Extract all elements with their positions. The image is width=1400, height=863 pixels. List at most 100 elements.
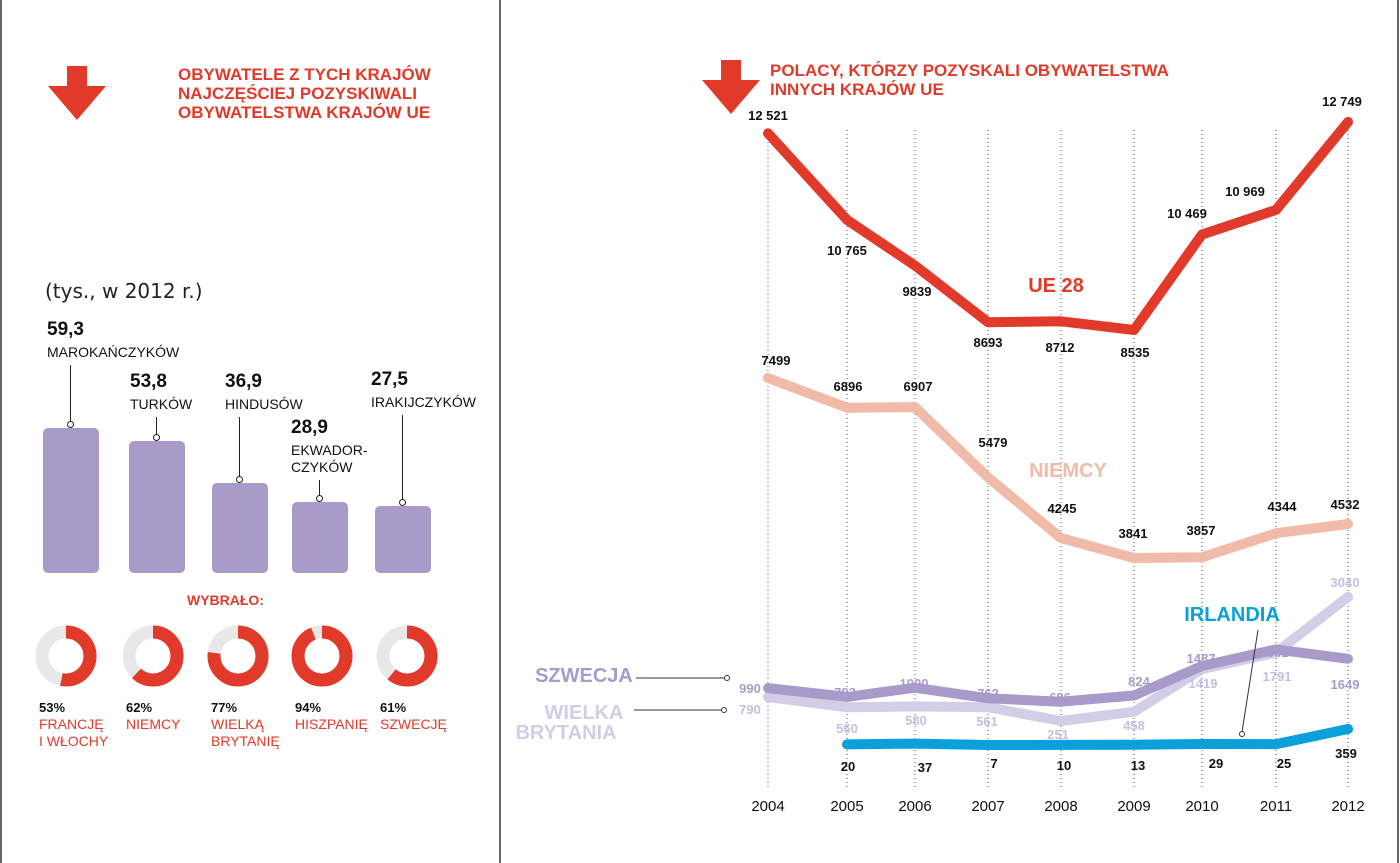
data-label: 790 xyxy=(739,702,761,717)
x-tick-label: 2012 xyxy=(1331,798,1364,815)
left-title-line: OBYWATELSTWA KRAJÓW UE xyxy=(178,103,431,122)
series-name-label: NIEMCY xyxy=(1029,460,1107,482)
donut-segment xyxy=(122,625,184,687)
donut-segment xyxy=(291,625,353,687)
series-name-label: UE 28 xyxy=(1028,275,1084,297)
leader-dot xyxy=(153,434,160,442)
down-arrow-icon xyxy=(48,66,106,120)
series-line xyxy=(763,644,1353,707)
data-label: 251 xyxy=(1047,727,1069,742)
donut-destination-label: HISZPANIĘ xyxy=(295,716,368,733)
x-tick-label: 2005 xyxy=(830,798,863,815)
data-label: 10 469 xyxy=(1167,206,1207,221)
destination-line: WIELKĄ xyxy=(211,716,264,732)
series-name-label: BRYTANIA xyxy=(515,722,616,744)
x-tick-label: 2010 xyxy=(1185,798,1218,815)
data-label: 20 xyxy=(841,759,855,774)
data-label: 824 xyxy=(1128,674,1150,689)
series-line xyxy=(842,724,1353,750)
data-label: 1791 xyxy=(1263,669,1292,684)
bar-category-line: HINDUSÓW xyxy=(225,396,303,412)
leader-line xyxy=(319,480,320,499)
bar-category-label: TURKÓW xyxy=(130,396,192,413)
leader-line xyxy=(70,365,71,424)
donut-segment xyxy=(376,625,438,687)
series-end-dot xyxy=(1343,117,1353,127)
bar-value-label: 53,8 xyxy=(130,371,167,392)
destination-line: HISZPANIĘ xyxy=(295,716,368,732)
left-title-line: NAJCZĘŚCIEJ POZYSKIWALI xyxy=(178,84,417,103)
bar-value-label: 28,9 xyxy=(291,417,328,438)
donut-segment xyxy=(35,625,97,687)
data-label: 13 xyxy=(1131,758,1145,773)
data-label: 1419 xyxy=(1189,676,1218,691)
x-tick-label: 2007 xyxy=(971,798,1004,815)
data-label: 762 xyxy=(977,686,999,701)
data-label: 1000 xyxy=(900,676,929,691)
data-label: 7 xyxy=(990,756,997,771)
data-label: 8712 xyxy=(1046,340,1075,355)
right-title-line: POLACY, KTÓRZY POZYSKALI OBYWATELSTWA xyxy=(770,61,1169,80)
name-leader-dot xyxy=(724,675,730,681)
donut-chart xyxy=(122,625,184,687)
donut-percent-label: 61% xyxy=(380,700,407,715)
donut-percent-label: 53% xyxy=(39,700,66,715)
data-label: 10 969 xyxy=(1225,184,1265,199)
left-title: OBYWATELE Z TYCH KRAJÓW NAJCZĘŚCIEJ POZY… xyxy=(178,65,431,122)
panel-divider xyxy=(499,0,501,863)
data-label: 580 xyxy=(905,713,927,728)
data-label: 1487 xyxy=(1187,651,1216,666)
leader-line xyxy=(239,417,240,479)
leader-dot xyxy=(236,475,243,483)
x-tick-label: 2004 xyxy=(751,798,784,815)
bar-category-line: TURKÓW xyxy=(130,396,193,412)
donut-chart xyxy=(207,625,269,687)
data-label: 359 xyxy=(1335,746,1357,761)
series-line xyxy=(763,117,1353,335)
name-leader-dot xyxy=(721,707,727,713)
donut-chart xyxy=(35,625,97,687)
data-label: 25 xyxy=(1277,756,1291,771)
data-label: 9839 xyxy=(903,284,932,299)
bar xyxy=(292,502,348,573)
bar-category-label: HINDUSÓW xyxy=(225,396,303,413)
donut-chart xyxy=(376,625,438,687)
data-label: 12 749 xyxy=(1322,94,1362,109)
bar-category-line: IRAKIJCZYKÓW xyxy=(371,394,477,410)
bar-category-line: CZYKÓW xyxy=(291,459,353,475)
data-label: 5479 xyxy=(979,435,1008,450)
x-tick-label: 2011 xyxy=(1260,798,1292,815)
bar xyxy=(375,505,431,573)
donut-percent-label: 77% xyxy=(211,700,238,715)
data-label: 6907 xyxy=(904,379,933,394)
leader-line xyxy=(402,415,403,502)
bar-category-line: EKWADOR- xyxy=(291,442,368,458)
donut-destination-label: SZWECJĘ xyxy=(380,716,447,733)
destination-line: BRYTANIĘ xyxy=(211,733,280,749)
series-name-label: IRLANDIA xyxy=(1184,604,1280,626)
destination-line: NIEMCY xyxy=(126,716,181,732)
data-label: 561 xyxy=(976,714,998,729)
destination-line: I WŁOCHY xyxy=(39,733,109,749)
data-label: 8693 xyxy=(974,335,1003,350)
data-label: 793 xyxy=(834,685,856,700)
leader-dot xyxy=(316,495,323,503)
right-edge-divider xyxy=(1397,0,1399,863)
data-label: 10 xyxy=(1057,758,1071,773)
data-label: 1861 xyxy=(1260,645,1289,660)
series-name-label: WIELKA xyxy=(545,702,624,724)
right-title-line: INNYCH KRAJÓW UE xyxy=(770,80,944,99)
left-edge-divider xyxy=(0,0,2,863)
data-label: 3841 xyxy=(1119,526,1148,541)
data-label: 37 xyxy=(918,760,932,775)
leader-dot xyxy=(67,421,74,428)
down-arrow-icon xyxy=(702,60,760,114)
series-line xyxy=(763,373,1353,563)
bar-category-line: MAROKAŃCZYKÓW xyxy=(47,344,180,360)
right-title: POLACY, KTÓRZY POZYSKALI OBYWATELSTWA IN… xyxy=(770,61,1169,99)
data-label: 560 xyxy=(836,721,858,736)
series-end-dot xyxy=(1343,518,1353,529)
data-label: 458 xyxy=(1123,718,1145,733)
data-label: 3040 xyxy=(1331,575,1360,590)
bar-value-label: 27,5 xyxy=(371,369,408,390)
